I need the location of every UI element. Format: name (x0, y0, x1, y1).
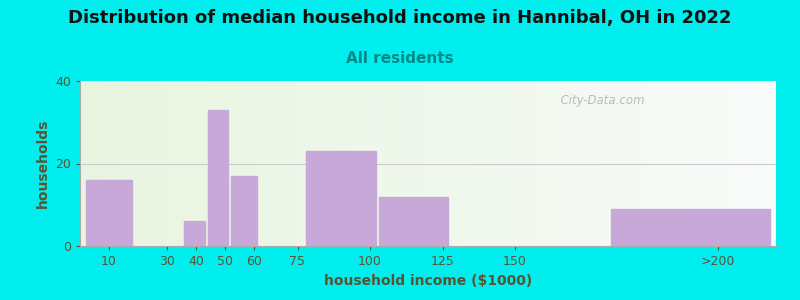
Bar (208, 110, 228, 246)
Text: All residents: All residents (346, 51, 454, 66)
Text: City-Data.com: City-Data.com (554, 94, 645, 107)
Text: Distribution of median household income in Hannibal, OH in 2022: Distribution of median household income … (68, 9, 732, 27)
Bar (306, 151, 376, 246)
Bar (184, 221, 205, 246)
Bar (378, 196, 448, 246)
Bar (610, 209, 770, 246)
Y-axis label: households: households (35, 119, 50, 208)
Bar (86, 180, 132, 246)
X-axis label: household income ($1000): household income ($1000) (324, 274, 532, 288)
Bar (230, 176, 257, 246)
